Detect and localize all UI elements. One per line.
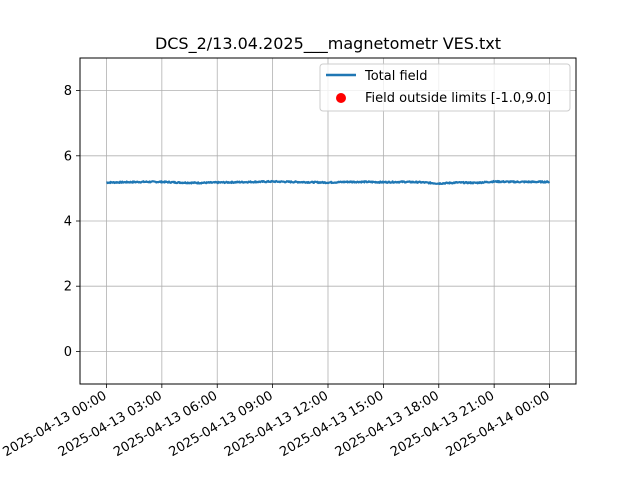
x-tick-label: 2025-04-13 15:00 — [277, 388, 386, 460]
legend-swatch-dot — [336, 93, 346, 103]
x-tick-label: 2025-04-13 03:00 — [56, 388, 165, 460]
x-tick-label: 2025-04-13 12:00 — [222, 388, 331, 460]
x-tick-label: 2025-04-13 18:00 — [333, 388, 442, 460]
x-tick-label: 2025-04-13 21:00 — [388, 388, 497, 460]
chart-title: DCS_2/13.04.2025___magnetometr VES.txt — [155, 34, 501, 54]
y-tick-label: 2 — [64, 280, 72, 295]
y-tick-label: 4 — [64, 215, 72, 230]
legend-box — [319, 63, 571, 112]
legend-label-field-outside-limits: Field outside limits [-1.0,9.0] — [365, 91, 551, 106]
x-tick-label: 2025-04-13 06:00 — [111, 388, 220, 460]
series-layer — [105, 179, 551, 186]
y-tick-label: 0 — [64, 345, 72, 360]
x-tick-label: 2025-04-13 00:00 — [1, 388, 110, 460]
y-tick-label: 6 — [64, 149, 72, 164]
series-line-total-field — [105, 179, 551, 186]
x-tick-label: 2025-04-14 00:00 — [444, 388, 553, 460]
legend: Total field Field outside limits [-1.0,9… — [319, 63, 571, 112]
legend-label-total-field: Total field — [364, 69, 428, 84]
y-tick-label: 8 — [64, 84, 72, 99]
x-tick-label: 2025-04-13 09:00 — [167, 388, 276, 460]
